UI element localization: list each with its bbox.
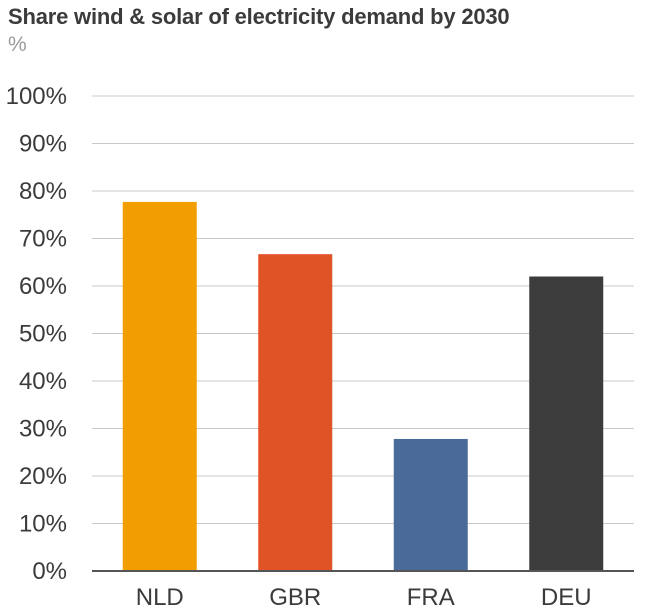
x-tick-label-nld: NLD: [136, 584, 184, 611]
y-tick-label: 40%: [19, 368, 67, 395]
y-tick-label: 10%: [19, 511, 67, 538]
chart-unit-label: %: [8, 33, 27, 56]
y-tick-label: 50%: [19, 321, 67, 348]
x-tick-label-deu: DEU: [541, 584, 592, 611]
y-tick-label: 70%: [19, 226, 67, 253]
y-tick-label: 30%: [19, 416, 67, 443]
y-tick-label: 90%: [19, 131, 67, 158]
bar-fra: [393, 438, 468, 571]
x-axis-tick-labels: NLD GBR FRA DEU: [136, 584, 592, 611]
x-tick-label-gbr: GBR: [269, 584, 321, 611]
bar-gbr: [258, 254, 333, 572]
bar-nld: [122, 201, 197, 572]
y-tick-label: 100%: [6, 83, 67, 110]
y-tick-label: 60%: [19, 273, 67, 300]
y-tick-label: 0%: [32, 558, 67, 585]
x-tick-label-fra: FRA: [407, 584, 455, 611]
bar-deu: [529, 276, 604, 571]
chart-title: Share wind & solar of electricity demand…: [8, 4, 510, 29]
y-tick-label: 80%: [19, 178, 67, 205]
y-tick-label: 20%: [19, 463, 67, 490]
bars: [122, 201, 604, 572]
y-axis-tick-labels: 0% 10% 20% 30% 40% 50% 60% 70% 80% 90% 100%: [6, 83, 67, 585]
